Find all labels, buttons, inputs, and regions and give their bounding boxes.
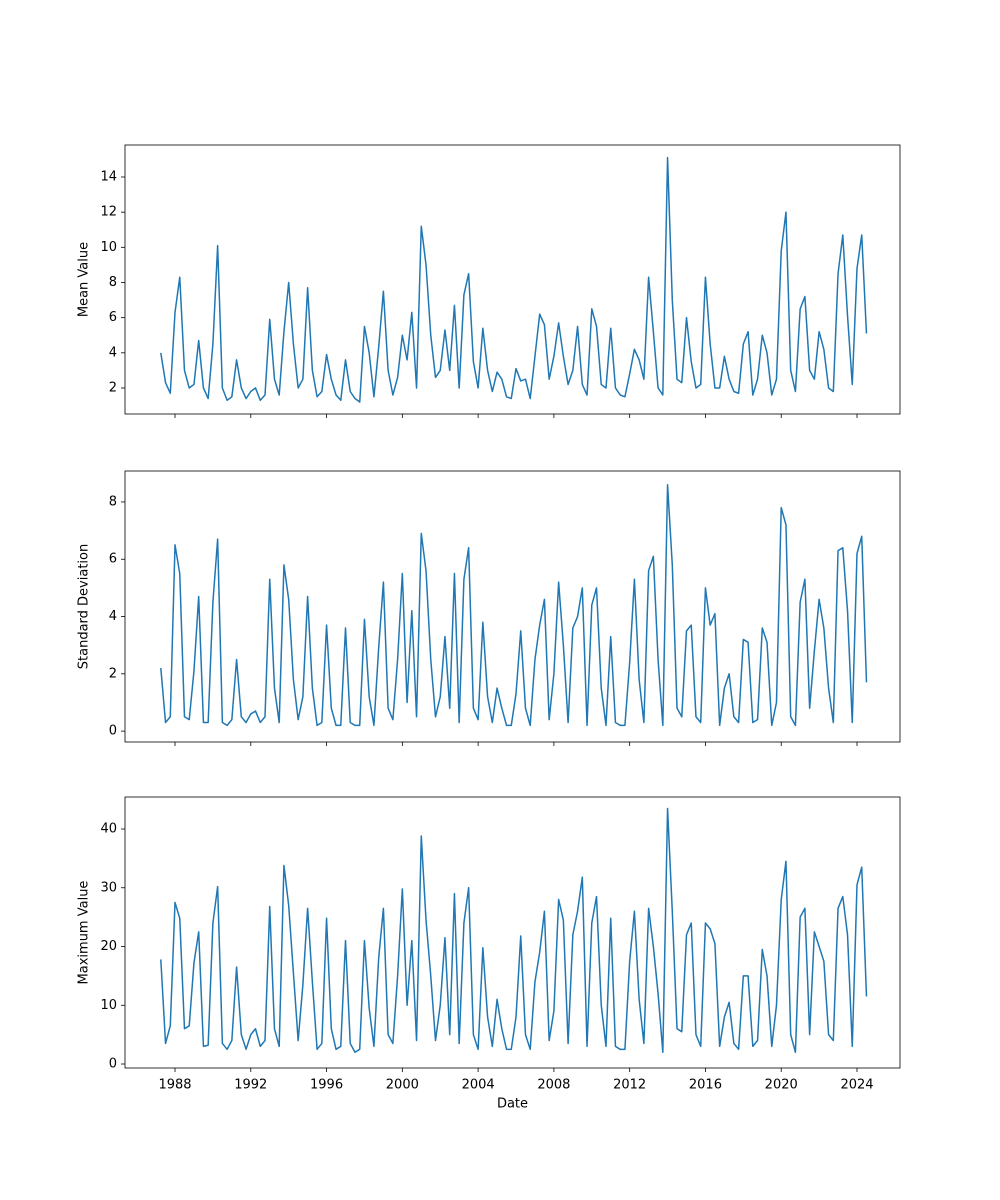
x-tick-label: 1992 — [234, 1078, 267, 1093]
series-group — [160, 807, 868, 1054]
y-tick-label: 0 — [109, 1057, 117, 1072]
y-tick-label: 4 — [109, 345, 117, 360]
y-tick-label: 10 — [100, 240, 117, 255]
y-tick-label: 30 — [100, 880, 117, 895]
data-line — [160, 484, 868, 727]
y-axis-label: Standard Deviation — [77, 544, 92, 669]
y-tick-label: 2 — [109, 666, 117, 681]
x-tick-label: 2004 — [462, 1078, 495, 1093]
series-group — [160, 484, 868, 727]
y-axis-label: Maximum Value — [77, 881, 92, 985]
y-axis-label: Mean Value — [77, 242, 92, 317]
y-tick-label: 20 — [100, 939, 117, 954]
y-tick-label: 6 — [109, 552, 117, 567]
x-tick-label: 2016 — [689, 1078, 722, 1093]
y-tick-label: 14 — [100, 169, 117, 184]
y-tick-label: 8 — [109, 275, 117, 290]
y-tick-label: 2 — [109, 380, 117, 395]
y-tick-label: 12 — [100, 205, 117, 220]
data-line — [160, 807, 868, 1054]
x-tick-label: 1996 — [310, 1078, 343, 1093]
plot-frame — [124, 144, 901, 415]
y-tick-label: 8 — [109, 494, 117, 509]
data-line — [160, 156, 868, 403]
x-tick-label: 2024 — [840, 1078, 873, 1093]
y-tick-label: 6 — [109, 310, 117, 325]
y-tick-label: 10 — [100, 998, 117, 1013]
plot-area — [125, 145, 900, 414]
plot-frame — [124, 470, 901, 743]
x-tick-label: 2000 — [386, 1078, 419, 1093]
x-tick-label: 2012 — [613, 1078, 646, 1093]
x-tick-label: 2008 — [537, 1078, 570, 1093]
y-tick-label: 40 — [100, 822, 117, 837]
x-tick-label: 2020 — [765, 1078, 798, 1093]
plot-area — [125, 471, 900, 742]
plot-frame — [124, 796, 901, 1069]
series-group — [160, 156, 868, 403]
y-tick-label: 4 — [109, 609, 117, 624]
x-axis-label: Date — [497, 1097, 528, 1112]
y-tick-label: 0 — [109, 724, 117, 739]
x-tick-label: 1988 — [158, 1078, 191, 1093]
